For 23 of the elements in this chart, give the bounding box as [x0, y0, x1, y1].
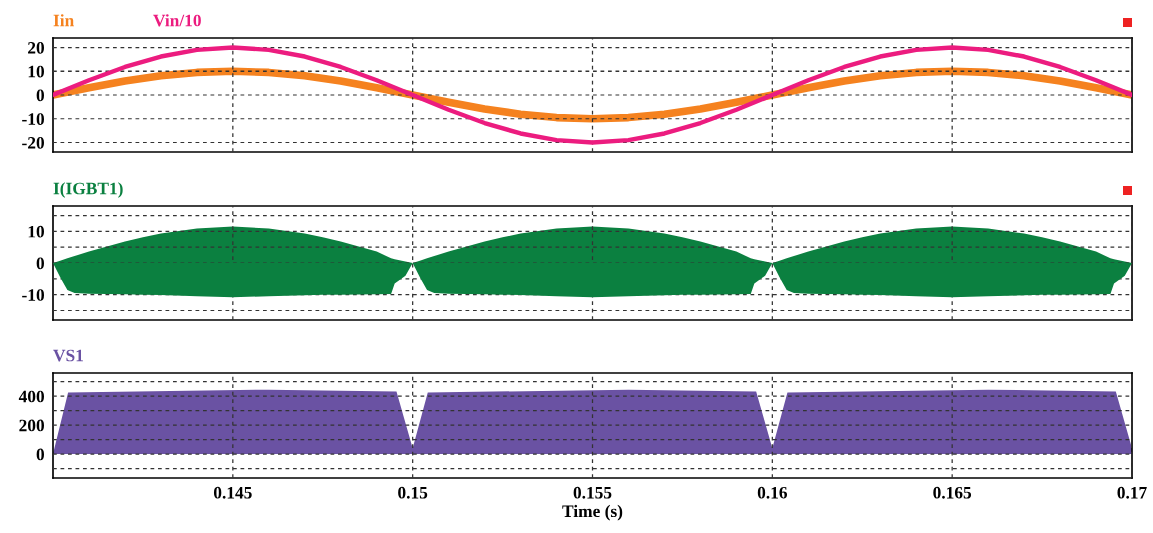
y-tick-label: 10 [28, 225, 44, 238]
x-tick-label: 0.145 [213, 486, 252, 499]
y-tick-label: 10 [28, 65, 44, 78]
series-label: VS1 [53, 349, 83, 362]
x-tick-label: 0.16 [757, 486, 788, 499]
x-tick-label: 0.155 [573, 486, 612, 499]
x-tick-label: 0.165 [933, 486, 972, 499]
y-tick-label: 400 [18, 390, 44, 403]
x-axis-title: Time (s) [562, 504, 623, 521]
text: Iin [53, 14, 74, 27]
y-tick-label: 0 [36, 448, 44, 461]
y-tick-label: 0 [36, 89, 44, 102]
series-label: Vin/10 [153, 14, 201, 27]
y-tick-label: -10 [22, 113, 45, 125]
y-tick-label: -20 [22, 136, 45, 149]
line-series [53, 45, 1132, 145]
y-tick-label: 0 [36, 257, 44, 270]
x-tick-label: 0.15 [398, 486, 428, 499]
y-tick-label: 200 [19, 419, 44, 432]
text: I(IGBT1) [53, 182, 123, 198]
y-tick-label: -10 [22, 289, 45, 301]
y-tick-label: 20 [28, 41, 44, 54]
x-tick-label: 0.17 [1117, 486, 1147, 499]
